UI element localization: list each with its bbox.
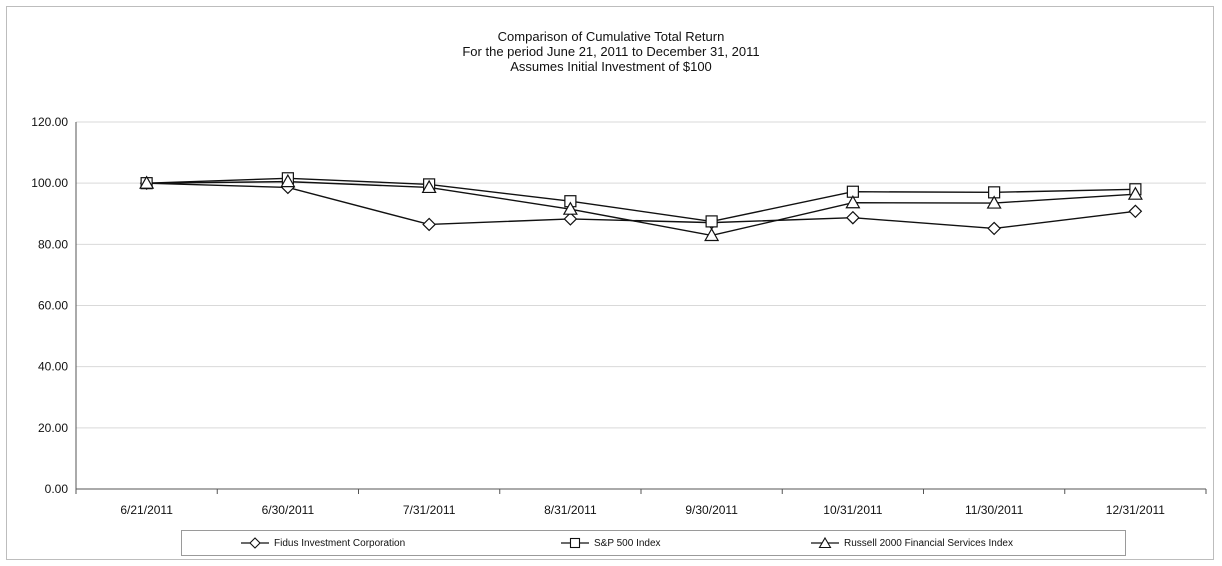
data-point-diamond (846, 210, 860, 225)
data-point-triangle (986, 195, 1002, 209)
legend-item-triangle: Russell 2000 Financial Services Index (810, 531, 1013, 555)
y-tick-label: 100.00 (31, 176, 68, 190)
series-line-square (146, 177, 1136, 223)
legend-swatch-square-icon (561, 537, 589, 549)
data-point-triangle (562, 201, 578, 215)
series-line-triangle (146, 180, 1136, 237)
legend-swatch-triangle-icon (811, 536, 839, 549)
legend-label: Russell 2000 Financial Services Index (844, 537, 1013, 549)
chart-legend: Fidus Investment Corporation S&P 500 Inde… (181, 530, 1126, 556)
line-chart: 0.00 20.00 40.00 60.00 80.00 100.00 120.00 6/21… (31, 115, 1207, 517)
data-point-square (705, 215, 718, 228)
data-point-triangle (704, 227, 720, 242)
data-point-triangle (845, 195, 861, 209)
x-tick-label: 8/31/2011 (544, 503, 597, 517)
legend-label: Fidus Investment Corporation (274, 537, 406, 549)
chart-frame (6, 6, 1214, 560)
chart-subtitle-2: Assumes Initial Investment of $100 (510, 59, 712, 74)
y-tick-label: 20.00 (38, 421, 68, 435)
data-point-triangle (139, 175, 155, 189)
legend-item-square: S&P 500 Index (560, 531, 661, 555)
data-point-diamond (563, 212, 578, 226)
data-point-triangle (421, 179, 437, 194)
x-tick-label: 6/21/2011 (120, 503, 173, 517)
y-tick-label: 0.00 (45, 482, 69, 496)
legend-label: S&P 500 Index (594, 537, 661, 549)
data-point-diamond (1128, 204, 1143, 219)
chart-titles: Comparison of Cumulative Total Return Fo… (0, 29, 1222, 74)
data-point-triangle (280, 173, 296, 188)
y-tick-label: 40.00 (38, 360, 68, 374)
data-point-diamond (422, 217, 436, 232)
y-tick-label: 120.00 (31, 115, 68, 129)
x-tick-label: 10/31/2011 (823, 503, 882, 517)
x-tick-label: 9/30/2011 (685, 503, 738, 517)
x-tick-label: 6/30/2011 (262, 503, 315, 517)
chart-subtitle: For the period June 21, 2011 to December… (462, 44, 760, 59)
data-point-diamond (987, 221, 1001, 236)
x-tick-label: 7/31/2011 (403, 503, 456, 517)
x-tick-label: 12/31/2011 (1106, 503, 1165, 517)
data-point-triangle (1127, 186, 1143, 200)
y-tick-label: 80.00 (38, 237, 68, 251)
legend-item-diamond: Fidus Investment Corporation (240, 531, 405, 555)
series-line-diamond (146, 182, 1136, 230)
legend-swatch-diamond-icon (241, 537, 269, 549)
x-tick-label: 11/30/2011 (965, 503, 1024, 517)
y-tick-label: 60.00 (38, 299, 68, 313)
chart-title: Comparison of Cumulative Total Return (497, 29, 725, 44)
